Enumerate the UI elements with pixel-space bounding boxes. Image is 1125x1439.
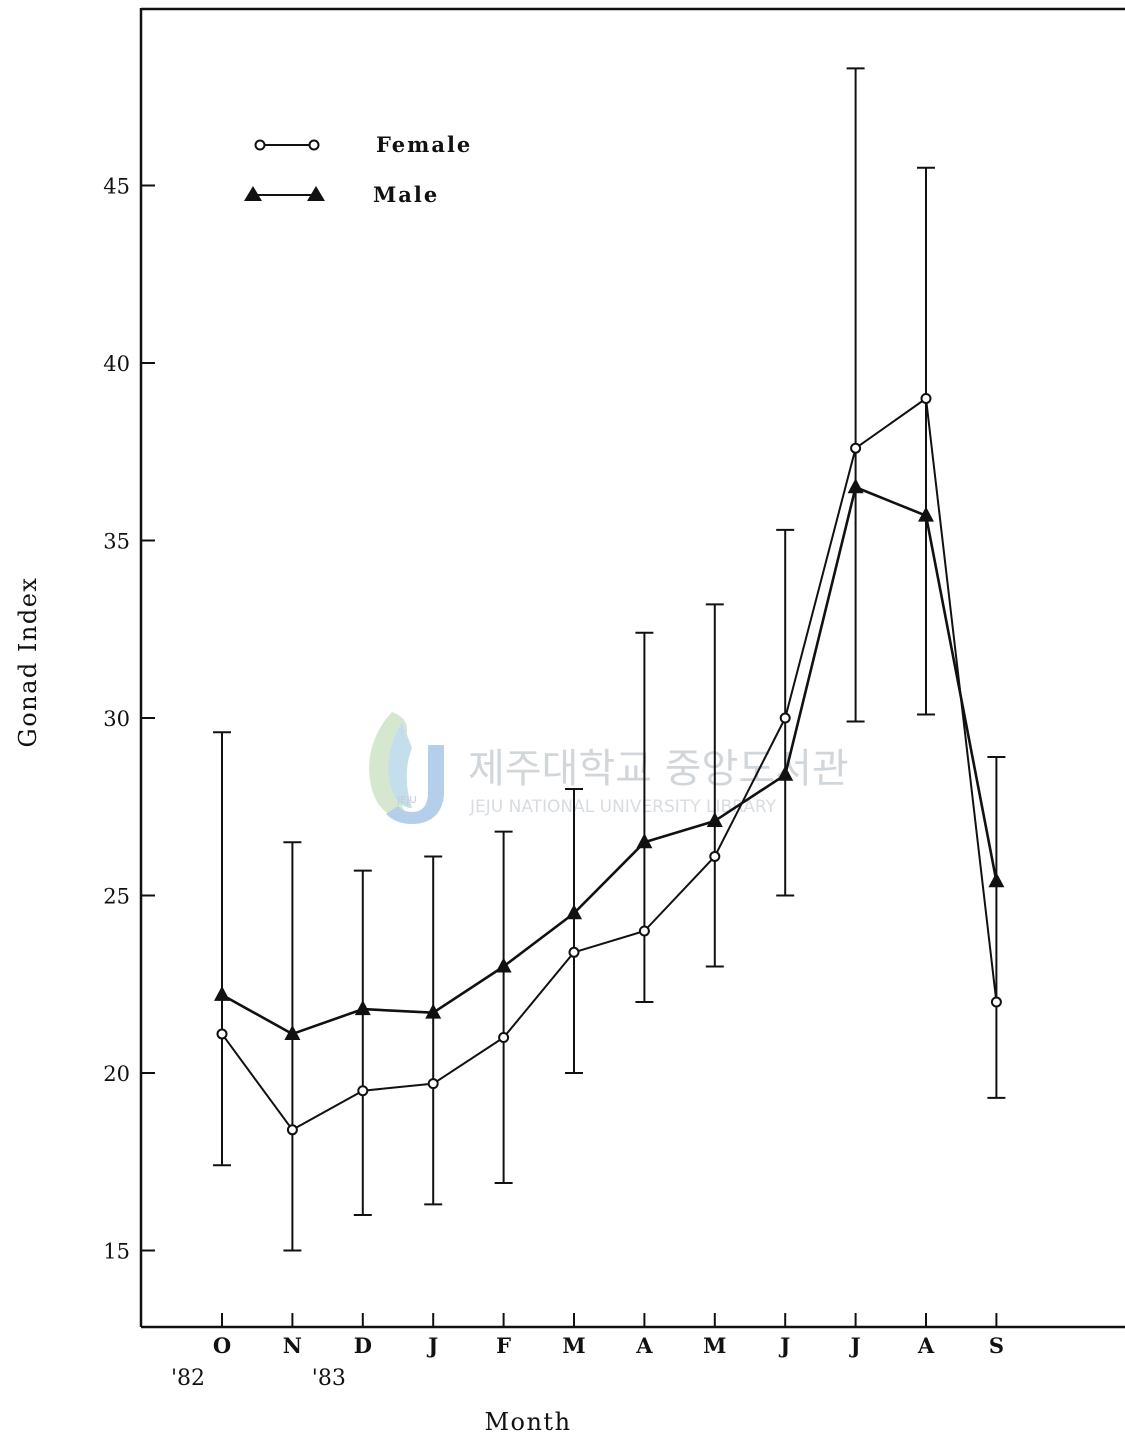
x-tick-label: N xyxy=(283,1333,302,1358)
x-tick-label: A xyxy=(635,1333,653,1358)
y-axis-ticks: 15 20 25 30 35 40 45 xyxy=(103,175,155,1264)
x-tick-label: F xyxy=(496,1333,511,1358)
female-point xyxy=(498,1032,510,1043)
error-bar xyxy=(424,855,443,1206)
legend: Female Male xyxy=(244,132,472,207)
legend-female-marker-left xyxy=(254,139,266,151)
female-point xyxy=(709,850,721,862)
error-bar xyxy=(635,631,654,1003)
y-tick-label: 30 xyxy=(103,707,130,731)
male-point xyxy=(495,957,512,973)
male-point xyxy=(354,1000,371,1016)
series-markers xyxy=(214,393,1005,1136)
female-point xyxy=(920,393,932,404)
legend-female-label: Female xyxy=(376,132,472,157)
female-point xyxy=(357,1085,369,1097)
year-label: '83 xyxy=(312,1366,346,1391)
year-labels: '82 '83 xyxy=(171,1366,346,1391)
x-tick-label: D xyxy=(354,1333,372,1358)
legend-female: Female xyxy=(254,132,472,157)
female-line xyxy=(221,397,998,1131)
error-bar xyxy=(705,603,724,968)
male-point xyxy=(918,506,934,522)
male-line xyxy=(221,485,998,1036)
legend-male: Male xyxy=(244,182,439,207)
error-bar xyxy=(987,756,1006,1099)
female-point xyxy=(286,1124,298,1136)
error-bar xyxy=(353,869,372,1216)
y-tick-label: 25 xyxy=(103,885,130,909)
legend-male-label: Male xyxy=(373,182,439,207)
male-point xyxy=(284,1024,301,1040)
error-bar xyxy=(213,731,231,1167)
male-point xyxy=(425,1003,442,1019)
x-tick-label: A xyxy=(917,1333,935,1358)
y-tick-label: 20 xyxy=(103,1062,130,1086)
legend-female-marker-right xyxy=(308,139,320,151)
y-tick-label: 15 xyxy=(103,1240,130,1264)
series-lines xyxy=(221,397,998,1131)
female-point xyxy=(779,712,791,724)
x-tick-label: S xyxy=(989,1333,1004,1358)
x-tick-label: M xyxy=(562,1333,585,1358)
x-tick-label: J xyxy=(426,1333,438,1358)
male-point xyxy=(566,904,582,920)
error-bar xyxy=(565,788,583,1074)
female-point xyxy=(427,1078,439,1090)
female-point xyxy=(990,996,1002,1008)
x-axis-title: Month xyxy=(484,1408,571,1436)
watermark-english-text: JEJU NATIONAL UNIVERSITY LIBRARY xyxy=(469,797,777,817)
y-tick-label: 40 xyxy=(103,352,130,376)
error-bar xyxy=(917,166,935,716)
year-label: '82 xyxy=(171,1366,205,1391)
legend-male-marker-right xyxy=(307,186,325,201)
x-tick-label: J xyxy=(849,1333,861,1358)
male-point xyxy=(988,872,1005,888)
female-point xyxy=(638,925,650,937)
male-point xyxy=(214,985,230,1001)
male-point xyxy=(847,478,864,494)
y-axis-title: Gonad Index xyxy=(14,577,42,748)
male-point xyxy=(636,833,653,849)
logo-caption: JEJU xyxy=(396,795,417,806)
y-tick-label: 45 xyxy=(103,175,130,199)
y-tick-label: 35 xyxy=(103,530,130,554)
female-error-bars xyxy=(213,67,1006,1252)
male-point xyxy=(777,765,794,781)
male-point xyxy=(706,811,723,827)
female-point xyxy=(216,1028,228,1040)
library-logo-icon: JEJU xyxy=(369,712,444,824)
female-point xyxy=(568,946,580,958)
x-tick-label: M xyxy=(703,1333,726,1358)
library-watermark: JEJU 제주대학교 중앙도서관 JEJU NATIONAL UNIVERSIT… xyxy=(369,712,849,824)
x-tick-label: O xyxy=(213,1333,231,1358)
x-tick-label: J xyxy=(778,1333,790,1358)
female-point xyxy=(850,442,862,454)
error-bar xyxy=(283,841,302,1252)
error-bar xyxy=(846,67,865,723)
error-bar xyxy=(494,830,513,1185)
legend-male-marker-left xyxy=(244,186,262,201)
